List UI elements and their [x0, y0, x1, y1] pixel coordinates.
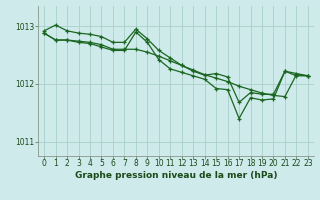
X-axis label: Graphe pression niveau de la mer (hPa): Graphe pression niveau de la mer (hPa): [75, 171, 277, 180]
